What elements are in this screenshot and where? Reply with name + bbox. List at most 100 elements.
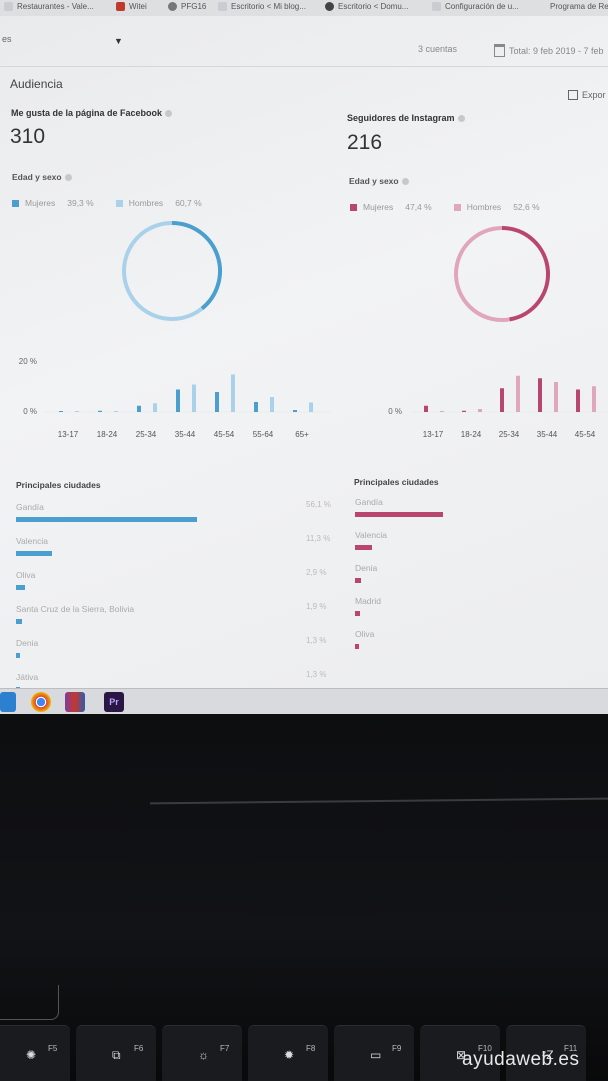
instagram-followers-label: Seguidores de Instagram <box>347 113 465 123</box>
mail-icon[interactable] <box>0 692 16 712</box>
facebook-gender-donut <box>122 221 222 321</box>
bookmark-item[interactable]: Escritorio < Mi blog... <box>218 2 306 11</box>
x-tick-label: 25-34 <box>499 430 520 439</box>
bar-hombres <box>231 374 235 412</box>
bar-hombres <box>309 402 313 412</box>
x-tick-label: 45-54 <box>575 430 596 439</box>
city-name: Madrid <box>355 596 381 606</box>
city-percentage: 2,9 % <box>306 568 327 577</box>
bar-hombres <box>440 411 444 412</box>
x-tick-label: 25-34 <box>136 430 157 439</box>
city-share-bar <box>355 545 373 550</box>
bar-mujeres <box>462 410 466 412</box>
city-share-bar <box>16 619 23 624</box>
bar-hombres <box>114 411 118 412</box>
accounts-count[interactable]: 3 cuentas <box>418 44 458 54</box>
bar-mujeres <box>424 405 428 412</box>
witei-favicon-icon <box>116 2 125 11</box>
bookmark-item[interactable]: PFG16 <box>168 2 206 11</box>
y-tick-label: 20 % <box>19 357 37 366</box>
filter-bar: es ▼ 3 cuentas Total: 9 feb 2019 - 7 feb <box>0 22 608 67</box>
legend-swatch-hombres <box>453 203 461 211</box>
brightness-down-icon: ☼ <box>198 1048 209 1062</box>
city-name: Valencia <box>355 530 387 540</box>
fan-icon: ✺ <box>26 1048 37 1062</box>
city-name: Santa Cruz de la Sierra, Bolivia <box>16 604 135 614</box>
bar-mujeres <box>254 402 258 412</box>
page-favicon-icon <box>432 2 441 11</box>
calendar-icon <box>494 44 505 57</box>
function-key-f11[interactable]: F11 ᶻZ <box>506 1025 586 1081</box>
x-tick-label: 18-24 <box>97 430 118 439</box>
winrar-icon[interactable] <box>65 692 85 712</box>
key-label: F7 <box>220 1044 230 1053</box>
function-key-f6[interactable]: F6 ⧉ <box>76 1025 156 1081</box>
donut-slice-mujeres <box>171 221 222 311</box>
x-tick-label: 13-17 <box>423 430 444 439</box>
city-name: Játiva <box>16 672 39 682</box>
bookmark-item[interactable]: Escritorio < Domu... <box>325 2 408 11</box>
donut-slice-mujeres <box>501 226 550 322</box>
x-tick-label: 45-54 <box>214 430 235 439</box>
bookmarks-bar: Restaurantes - Vale... Witei PFG16 Escri… <box>0 0 608 16</box>
function-key-f5[interactable]: F5 ✺ <box>0 1025 70 1081</box>
instagram-age-sex-label: Edad y sexo <box>349 176 409 186</box>
city-share-bar <box>16 585 26 590</box>
x-tick-label: 35-44 <box>175 430 196 439</box>
bar-mujeres <box>59 411 63 412</box>
bookmark-item[interactable]: Restaurantes - Vale... <box>4 2 94 11</box>
facebook-likes-value: 310 <box>10 125 46 148</box>
rog-logo-icon <box>0 985 59 1020</box>
instagram-cities-title: Principales ciudades <box>354 477 439 487</box>
city-percentage: 1,9 % <box>306 602 327 611</box>
bar-mujeres <box>576 389 580 412</box>
chevron-down-icon[interactable]: ▼ <box>114 36 123 46</box>
info-icon[interactable] <box>401 178 409 186</box>
key-label: F6 <box>134 1044 144 1053</box>
city-name: Denia <box>355 563 378 573</box>
wordpress-favicon-icon <box>218 2 227 11</box>
premiere-icon[interactable]: Pr <box>104 692 124 712</box>
profile-selector[interactable]: es <box>2 34 12 44</box>
bar-hombres <box>478 409 482 412</box>
bar-mujeres <box>176 389 180 412</box>
bookmark-item[interactable]: Programa de Re <box>550 2 608 11</box>
facebook-legend: Mujeres 39,3 % Hombres 60,7 % <box>12 198 202 208</box>
bar-mujeres <box>98 410 102 412</box>
function-key-f9[interactable]: F9 ▭ <box>334 1025 414 1081</box>
bookmark-item[interactable]: Configuración de u... <box>432 2 519 11</box>
facebook-age-bar-chart: 0 % 20 % 13-17 18-24 25-34 35-44 45-54 55-64 65+ <box>19 357 330 439</box>
export-button[interactable]: Expor <box>568 90 606 100</box>
display-switch-icon: ▭ <box>370 1048 382 1062</box>
function-key-f7[interactable]: F7 ☼ <box>162 1025 242 1081</box>
key-label: F9 <box>392 1044 402 1053</box>
bookmark-item[interactable]: Witei <box>116 2 147 11</box>
city-share-bar <box>355 644 359 649</box>
key-label: F10 <box>478 1044 492 1053</box>
city-percentage: 56,1 % <box>306 500 331 509</box>
y-tick-label: 0 % <box>23 407 37 416</box>
date-range-picker[interactable]: Total: 9 feb 2019 - 7 feb <box>494 44 604 57</box>
info-icon[interactable] <box>457 115 465 123</box>
facebook-age-sex-label: Edad y sexo <box>12 172 72 182</box>
legend-swatch-mujeres <box>12 199 19 207</box>
x-tick-label: 13-17 <box>58 430 79 439</box>
laptop-keyboard-area <box>0 714 608 1080</box>
info-icon[interactable] <box>165 110 173 118</box>
city-name: Oliva <box>16 570 36 580</box>
function-key-f10[interactable]: F10 ⊠ <box>420 1025 500 1081</box>
bookmark-favicon-icon <box>4 2 13 11</box>
y-tick-label: 0 % <box>388 407 402 416</box>
instagram-legend: Mujeres 47,4 % Hombres 52,6 % <box>350 202 540 212</box>
city-share-bar <box>355 512 444 517</box>
monitor-screen: Restaurantes - Vale... Witei PFG16 Escri… <box>0 0 608 690</box>
info-icon[interactable] <box>64 174 72 182</box>
city-name: Valencia <box>16 536 48 546</box>
key-label: F5 <box>48 1044 58 1053</box>
function-key-f8[interactable]: F8 ✹ <box>248 1025 328 1081</box>
legend-swatch-hombres <box>115 199 123 207</box>
chrome-icon[interactable] <box>31 692 51 712</box>
bar-mujeres <box>500 388 504 412</box>
donut-slice-hombres <box>122 221 204 321</box>
